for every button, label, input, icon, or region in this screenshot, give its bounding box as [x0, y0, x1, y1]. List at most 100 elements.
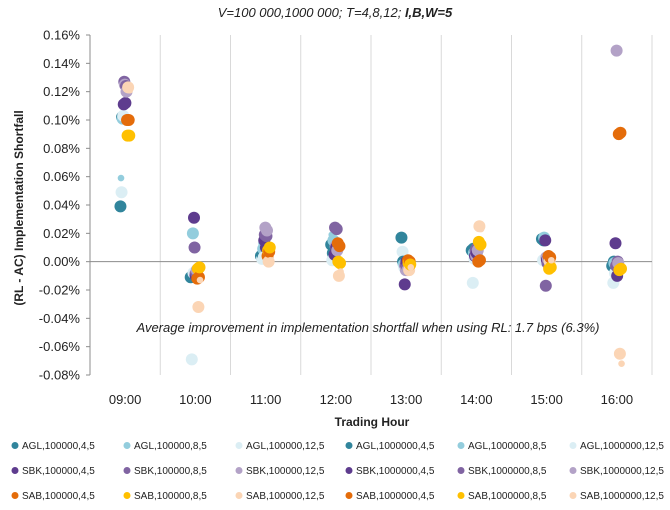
data-point [267, 256, 274, 264]
data-point [114, 200, 127, 213]
y-tick-label: 0.10% [43, 113, 80, 128]
x-tick-label: 16:00 [601, 392, 634, 407]
data-point [188, 211, 200, 224]
legend-entry: SAB,1000000,12,5 [569, 491, 664, 502]
legend-entry: SBK,1000000,8,5 [457, 466, 547, 477]
data-point [330, 223, 343, 236]
legend-entry: AGL,1000000,12,5 [569, 441, 664, 452]
data-point [474, 238, 487, 251]
data-point [185, 353, 198, 366]
legend-entry: SAB,100000,8,5 [123, 491, 207, 502]
legend-entry: SAB,100000,12,5 [235, 491, 325, 502]
y-tick-labels: 0.16% 0.14% 0.12% 0.10% 0.08% 0.06% 0.04% 0.02%… [39, 28, 90, 383]
legend-entry: SBK,100000,12,5 [235, 466, 325, 477]
legend-entry: AGL,100000,8,5 [123, 441, 207, 452]
legend-label: AGL,1000000,8,5 [468, 441, 547, 452]
legend-marker [345, 442, 353, 449]
x-tick-label: 13:00 [390, 392, 423, 407]
x-tick-label: 09:00 [109, 392, 142, 407]
data-point [337, 268, 344, 275]
legend-label: SBK,1000000,4,5 [356, 466, 435, 477]
data-point [333, 240, 346, 253]
y-tick-label: 0.00% [43, 254, 80, 269]
legend-marker [11, 442, 19, 449]
data-point [618, 360, 625, 367]
legend-marker [235, 442, 243, 449]
y-tick-label: -0.06% [39, 339, 81, 354]
data-point [614, 126, 627, 139]
legend-marker [235, 492, 243, 499]
legend-label: AGL,1000000,12,5 [580, 441, 664, 452]
y-tick-label: 0.12% [43, 84, 80, 99]
data-point [398, 278, 411, 291]
legend-marker [569, 467, 577, 474]
data-point [407, 264, 415, 271]
legend-marker [11, 492, 19, 499]
legend-marker [569, 442, 577, 449]
legend-marker [123, 467, 131, 474]
gridlines [159, 35, 653, 375]
legend-label: SAB,1000000,12,5 [580, 491, 664, 502]
legend-entry: SBK,1000000,12,5 [569, 466, 664, 477]
data-point [261, 224, 273, 237]
y-tick-label: -0.08% [39, 368, 81, 383]
data-point [188, 241, 201, 254]
data-point [334, 257, 346, 270]
legend-label: AGL,100000,4,5 [22, 441, 95, 452]
data-point [196, 276, 204, 284]
chart-title-main: V=100 000,1000 000; T=4,8,12; [218, 5, 405, 20]
data-point [123, 129, 136, 142]
legend-label: SAB,1000000,4,5 [356, 491, 435, 502]
data-point [186, 227, 199, 240]
legend-label: SAB,100000,8,5 [134, 491, 207, 502]
data-point [119, 97, 132, 109]
legend-entry: SBK,100000,4,5 [11, 466, 95, 477]
legend-label: SBK,1000000,8,5 [468, 466, 547, 477]
y-axis-title: (RL - AC) Implementation Shortfall [12, 110, 26, 305]
data-point [544, 261, 557, 274]
data-point [477, 225, 485, 233]
x-tick-label: 10:00 [179, 392, 212, 407]
legend-entry: AGL,1000000,8,5 [457, 441, 547, 452]
legend-entry: SBK,100000,8,5 [123, 466, 207, 477]
y-tick-label: 0.08% [43, 141, 80, 156]
y-tick-label: 0.04% [43, 198, 80, 213]
data-point [613, 347, 626, 360]
x-tick-label: 12:00 [320, 392, 353, 407]
data-point [193, 261, 206, 274]
legend-label: AGL,100000,8,5 [134, 441, 207, 452]
legend-entry: SBK,1000000,4,5 [345, 466, 435, 477]
data-point [263, 241, 276, 254]
legend-marker [11, 467, 19, 474]
y-tick-label: 0.14% [43, 56, 80, 71]
data-point [126, 86, 134, 94]
legend-marker [235, 467, 243, 474]
x-axis-title: Trading Hour [335, 415, 410, 429]
data-point [122, 114, 135, 126]
legend-label: SBK,100000,12,5 [246, 466, 325, 477]
data-point [192, 301, 205, 313]
y-tick-label: 0.06% [43, 169, 80, 184]
data-points [114, 44, 627, 367]
legend-entry: SAB,1000000,4,5 [345, 491, 435, 502]
chart-title: V=100 000,1000 000; T=4,8,12; I,B,W=5 [218, 5, 453, 20]
data-point [539, 234, 552, 247]
data-point [615, 262, 627, 275]
legend-label: SAB,100000,12,5 [246, 491, 325, 502]
legend-marker [457, 442, 465, 449]
annotation: Average improvement in implementation sh… [136, 320, 600, 335]
y-tick-label: 0.02% [43, 226, 80, 241]
legend-marker [345, 492, 353, 499]
data-point [610, 44, 623, 57]
y-tick-label: -0.04% [39, 311, 81, 326]
legend-marker [123, 492, 131, 499]
data-point [396, 245, 409, 258]
legend-entry: AGL,100000,12,5 [235, 441, 325, 452]
legend-entry: AGL,1000000,4,5 [345, 441, 435, 452]
data-point [473, 254, 486, 267]
legend-label: SBK,100000,8,5 [134, 466, 207, 477]
data-point [609, 237, 622, 250]
legend-label: AGL,1000000,4,5 [356, 441, 435, 452]
